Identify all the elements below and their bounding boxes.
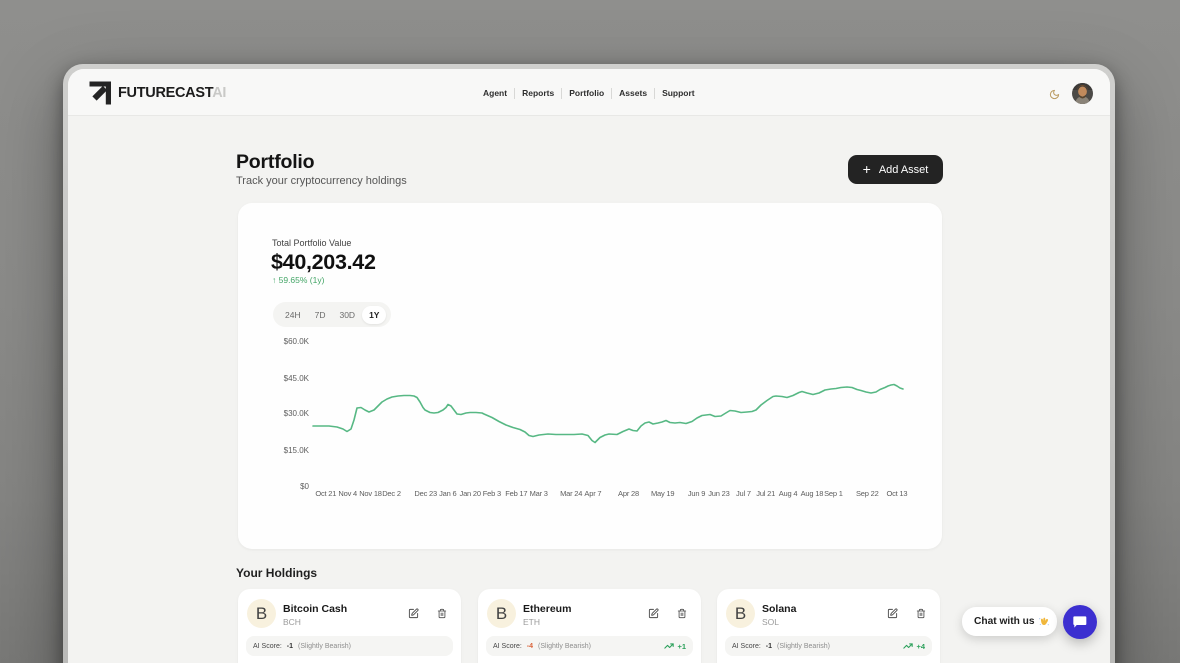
svg-text:Feb 3: Feb 3 bbox=[483, 489, 501, 498]
svg-text:Apr 28: Apr 28 bbox=[618, 489, 639, 498]
svg-text:Feb 17: Feb 17 bbox=[505, 489, 527, 498]
svg-text:Jul 7: Jul 7 bbox=[736, 489, 751, 498]
svg-text:Apr 7: Apr 7 bbox=[584, 489, 601, 498]
svg-text:$30.0K: $30.0K bbox=[284, 409, 310, 418]
svg-text:Mar 3: Mar 3 bbox=[530, 489, 548, 498]
svg-text:Sep 22: Sep 22 bbox=[856, 489, 879, 498]
svg-text:Dec 23: Dec 23 bbox=[414, 489, 437, 498]
svg-text:Jun 9: Jun 9 bbox=[688, 489, 705, 498]
svg-text:Nov 18: Nov 18 bbox=[359, 489, 382, 498]
svg-text:May 19: May 19 bbox=[651, 489, 674, 498]
svg-text:Jul 21: Jul 21 bbox=[756, 489, 775, 498]
svg-text:Jun 23: Jun 23 bbox=[708, 489, 729, 498]
svg-text:Jan 20: Jan 20 bbox=[460, 489, 481, 498]
svg-text:Sep 1: Sep 1 bbox=[824, 489, 843, 498]
svg-text:Aug 4: Aug 4 bbox=[779, 489, 798, 498]
svg-text:Oct 13: Oct 13 bbox=[886, 489, 907, 498]
svg-text:Oct 21: Oct 21 bbox=[315, 489, 336, 498]
svg-text:$45.0K: $45.0K bbox=[284, 374, 310, 383]
svg-text:Jan 6: Jan 6 bbox=[439, 489, 456, 498]
svg-text:$15.0K: $15.0K bbox=[284, 446, 310, 455]
svg-text:Mar 24: Mar 24 bbox=[560, 489, 582, 498]
svg-text:$0: $0 bbox=[300, 482, 309, 491]
svg-text:Dec 2: Dec 2 bbox=[382, 489, 401, 498]
svg-text:Nov 4: Nov 4 bbox=[338, 489, 357, 498]
svg-text:Aug 18: Aug 18 bbox=[801, 489, 824, 498]
svg-text:$60.0K: $60.0K bbox=[284, 337, 310, 346]
